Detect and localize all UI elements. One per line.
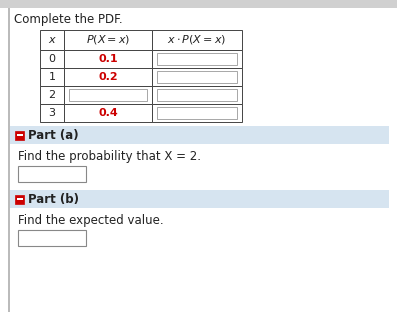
Bar <box>157 53 237 65</box>
Bar <box>157 89 237 101</box>
Bar <box>152 86 242 104</box>
Text: 0.1: 0.1 <box>98 54 118 64</box>
Text: Find the expected value.: Find the expected value. <box>18 214 164 227</box>
Bar <box>8 8 10 312</box>
Bar <box>152 104 242 122</box>
Text: x: x <box>49 35 55 45</box>
Bar <box>10 190 389 208</box>
Text: Part (a): Part (a) <box>28 129 79 142</box>
Bar <box>152 68 242 86</box>
Bar <box>64 104 152 122</box>
Bar <box>40 86 64 104</box>
Text: Complete the PDF.: Complete the PDF. <box>14 13 123 26</box>
Bar <box>40 104 64 122</box>
Text: 3: 3 <box>48 108 56 118</box>
Bar <box>157 71 237 83</box>
Bar <box>17 134 23 136</box>
Text: $P(X = x)$: $P(X = x)$ <box>86 33 130 46</box>
Bar <box>64 30 152 50</box>
Text: 0.2: 0.2 <box>98 72 118 82</box>
Bar <box>64 86 152 104</box>
Bar <box>0 0 397 8</box>
Bar <box>15 194 24 203</box>
Bar <box>64 68 152 86</box>
Bar <box>10 126 389 144</box>
Bar <box>17 198 23 200</box>
Bar <box>40 50 64 68</box>
Bar <box>18 166 86 182</box>
Bar <box>40 68 64 86</box>
Text: 0: 0 <box>48 54 56 64</box>
Text: 2: 2 <box>48 90 56 100</box>
Bar <box>152 50 242 68</box>
Bar <box>40 30 64 50</box>
Bar <box>18 230 86 246</box>
Bar <box>15 130 24 139</box>
Text: Find the probability that X = 2.: Find the probability that X = 2. <box>18 150 201 163</box>
Text: $x \cdot P(X = x)$: $x \cdot P(X = x)$ <box>168 33 227 46</box>
Bar <box>152 30 242 50</box>
Bar <box>69 89 147 101</box>
Bar <box>157 107 237 119</box>
Bar <box>64 50 152 68</box>
Text: 0.4: 0.4 <box>98 108 118 118</box>
Text: 1: 1 <box>48 72 56 82</box>
Text: Part (b): Part (b) <box>28 193 79 206</box>
